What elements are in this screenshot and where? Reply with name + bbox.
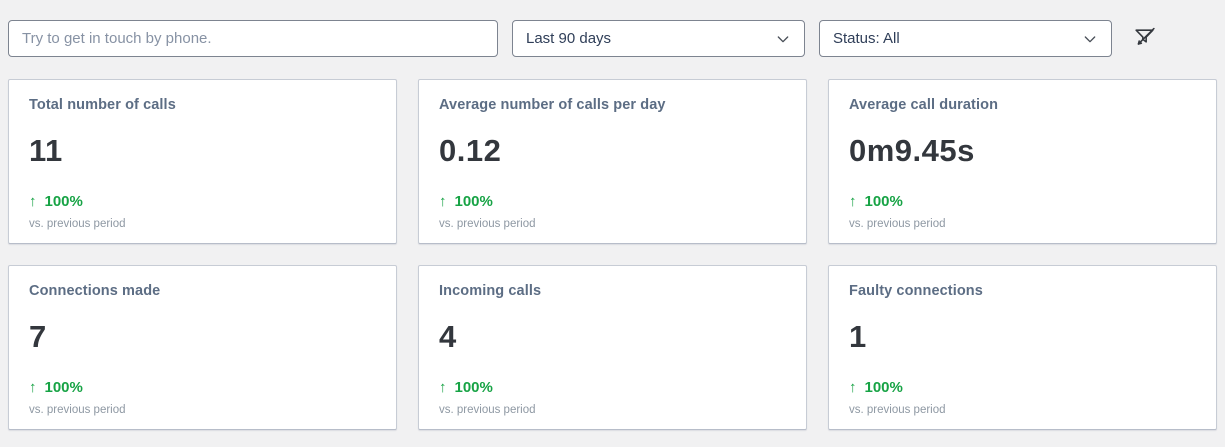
card-title: Total number of calls bbox=[29, 97, 176, 113]
card-change-percent: 100% bbox=[44, 379, 83, 396]
up-arrow-icon: ↑ bbox=[29, 379, 37, 396]
up-arrow-icon: ↑ bbox=[849, 379, 857, 396]
kpi-cards-grid: Total number of calls 11 ↑ 100% vs. prev… bbox=[0, 57, 1225, 430]
card-change: ↑ 100% bbox=[439, 379, 786, 396]
card-change-percent: 100% bbox=[864, 193, 903, 210]
card-comparison-note: vs. previous period bbox=[439, 404, 536, 416]
card-value: 7 bbox=[29, 319, 47, 354]
card-title: Connections made bbox=[29, 283, 161, 299]
kpi-card-faulty-connections: Faulty connections 1 ↑ 100% vs. previous… bbox=[828, 265, 1217, 430]
kpi-card-avg-call-duration: Average call duration 0m9.45s ↑ 100% vs.… bbox=[828, 79, 1217, 244]
card-value: 0m9.45s bbox=[849, 133, 975, 168]
search-input[interactable] bbox=[8, 20, 498, 57]
period-dropdown[interactable]: Last 90 days bbox=[512, 20, 805, 57]
kpi-card-connections-made: Connections made 7 ↑ 100% vs. previous p… bbox=[8, 265, 397, 430]
card-change: ↑ 100% bbox=[849, 379, 1196, 396]
kpi-card-avg-calls-per-day: Average number of calls per day 0.12 ↑ 1… bbox=[418, 79, 807, 244]
card-comparison-note: vs. previous period bbox=[29, 218, 126, 230]
card-title: Incoming calls bbox=[439, 283, 542, 299]
card-change: ↑ 100% bbox=[29, 193, 376, 210]
up-arrow-icon: ↑ bbox=[439, 379, 447, 396]
card-change: ↑ 100% bbox=[29, 379, 376, 396]
card-change-percent: 100% bbox=[44, 193, 83, 210]
status-dropdown-value: Status: All bbox=[833, 30, 900, 47]
filter-toolbar: Last 90 days Status: All bbox=[0, 0, 1225, 57]
status-dropdown[interactable]: Status: All bbox=[819, 20, 1112, 57]
card-value: 0.12 bbox=[439, 133, 502, 168]
card-comparison-note: vs. previous period bbox=[849, 218, 946, 230]
up-arrow-icon: ↑ bbox=[849, 193, 857, 210]
up-arrow-icon: ↑ bbox=[29, 193, 37, 210]
card-comparison-note: vs. previous period bbox=[29, 404, 126, 416]
up-arrow-icon: ↑ bbox=[439, 193, 447, 210]
card-title: Average number of calls per day bbox=[439, 97, 666, 113]
card-comparison-note: vs. previous period bbox=[849, 404, 946, 416]
card-value: 1 bbox=[849, 319, 867, 354]
filter-off-icon bbox=[1132, 25, 1157, 53]
card-title: Faulty connections bbox=[849, 283, 983, 299]
card-change-percent: 100% bbox=[454, 379, 493, 396]
card-change: ↑ 100% bbox=[439, 193, 786, 210]
card-change-percent: 100% bbox=[864, 379, 903, 396]
kpi-card-incoming-calls: Incoming calls 4 ↑ 100% vs. previous per… bbox=[418, 265, 807, 430]
card-value: 11 bbox=[29, 133, 63, 168]
card-comparison-note: vs. previous period bbox=[439, 218, 536, 230]
kpi-card-total-calls: Total number of calls 11 ↑ 100% vs. prev… bbox=[8, 79, 397, 244]
chevron-down-icon bbox=[775, 31, 791, 47]
period-dropdown-value: Last 90 days bbox=[526, 30, 612, 47]
card-change: ↑ 100% bbox=[849, 193, 1196, 210]
card-value: 4 bbox=[439, 319, 457, 354]
card-title: Average call duration bbox=[849, 97, 999, 113]
chevron-down-icon bbox=[1082, 31, 1098, 47]
clear-filter-button[interactable] bbox=[1129, 24, 1159, 54]
card-change-percent: 100% bbox=[454, 193, 493, 210]
